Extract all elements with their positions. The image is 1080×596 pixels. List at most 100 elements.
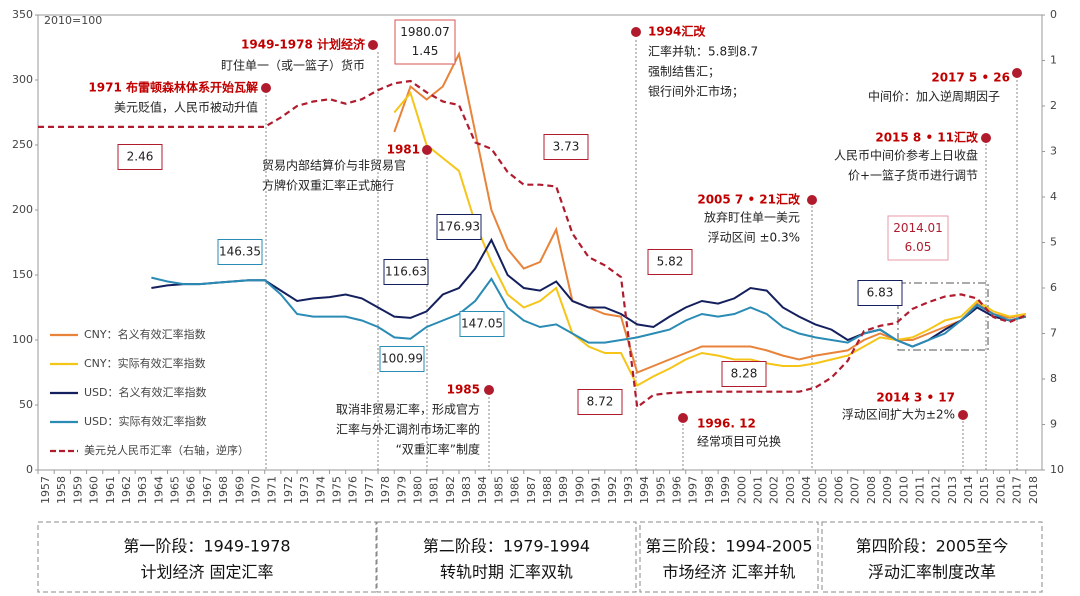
x-tick-label: 2011 (913, 476, 926, 504)
y-tick-label: 150 (12, 268, 33, 281)
event-dot (678, 413, 688, 423)
x-tick-label: 1969 (233, 476, 246, 504)
callout-label: 3.73 (553, 140, 580, 154)
event-dot (631, 27, 641, 37)
x-tick-label: 1993 (622, 476, 635, 504)
y-tick-label: 250 (12, 138, 33, 151)
series-line (38, 79, 1027, 410)
x-tick-label: 2018 (1027, 476, 1040, 504)
legend-label: CNY：实际有效汇率指数 (84, 356, 206, 370)
annotation-title: 1971 布雷顿森林体系开始瓦解 (88, 80, 258, 95)
annotation-text: 浮动区间 ±0.3% (708, 231, 800, 245)
callout-box (721, 361, 767, 387)
x-tick-label: 2013 (946, 476, 959, 504)
x-tick-label: 1971 (266, 476, 279, 504)
annotation-title: 2005 7 • 21汇改 (697, 192, 801, 207)
y2-tick-label: 1 (1050, 54, 1057, 67)
annotation-text: “双重汇率”制度 (396, 442, 480, 457)
x-tick-label: 1992 (606, 476, 619, 504)
x-tick-label: 1964 (152, 476, 165, 504)
y2-tick-label: 10 (1050, 463, 1064, 476)
annotation-text: 汇率并轨：5.8到8.7 (648, 44, 758, 59)
stage-subtitle: 市场经济 汇率并轨 (662, 563, 795, 582)
annotation-text: 美元贬值，人民币被动升值 (114, 100, 258, 115)
legend-label: USD：名义有效汇率指数 (84, 385, 207, 399)
annotation-title: 2014 3 • 17 (876, 391, 955, 405)
x-tick-label: 1994 (638, 476, 651, 504)
annotation-text: 盯住单一（或一篮子）货币 (221, 58, 365, 73)
x-tick-label: 1991 (590, 476, 603, 504)
x-tick-label: 2002 (768, 476, 781, 504)
x-tick-label: 1966 (185, 476, 198, 504)
callout-label: 176.93 (438, 220, 480, 234)
event-dot (981, 133, 991, 143)
annotation-title: 2015 8 • 11汇改 (875, 130, 979, 145)
annotation-text: 方牌价双重汇率正式施行 (262, 178, 394, 193)
x-tick-label: 2008 (865, 476, 878, 504)
y2-tick-label: 2 (1050, 99, 1057, 112)
y-tick-label: 0 (26, 463, 33, 476)
stage-box (821, 521, 1043, 593)
callout-label: 1980.07 (400, 25, 450, 39)
y2-tick-label: 0 (1050, 8, 1057, 21)
x-tick-label: 1958 (55, 476, 68, 504)
x-tick-label: 1982 (444, 476, 457, 504)
annotation-text: 强制结售汇； (648, 64, 720, 79)
event-dot (958, 410, 968, 420)
annotation-title: 1949-1978 计划经济 (241, 37, 366, 52)
callout-box (217, 239, 263, 265)
callout-box (394, 19, 456, 65)
callout-box (647, 249, 693, 275)
y2-tick-label: 3 (1050, 145, 1057, 158)
legend-label: 美元兑人民币汇率（右轴，逆序） (84, 443, 249, 457)
y2-tick-label: 7 (1050, 327, 1057, 340)
y-tick-label: 350 (12, 8, 33, 21)
annotation-title: 1985 (447, 383, 480, 397)
callout-label: 2014.01 (893, 221, 943, 235)
x-tick-label: 1963 (136, 476, 149, 504)
callout-label: 6.83 (867, 286, 894, 300)
x-tick-label: 2003 (784, 476, 797, 504)
y2-tick-label: 8 (1050, 372, 1057, 385)
x-tick-label: 2007 (849, 476, 862, 504)
callout-box (577, 389, 623, 415)
annotation-text: 价+一篮子货币进行调节 (848, 168, 978, 183)
x-tick-label: 1973 (298, 476, 311, 504)
series-line (393, 50, 1027, 374)
event-dot (368, 40, 378, 50)
x-tick-label: 1976 (347, 476, 360, 504)
callout-box (459, 311, 505, 337)
x-tick-label: 1998 (703, 476, 716, 504)
annotation-title: 2017 5 • 26 (931, 71, 1010, 85)
x-tick-label: 2014 (962, 476, 975, 504)
callout-box (543, 134, 589, 160)
callout-label: 2.46 (127, 150, 154, 164)
x-tick-label: 1996 (671, 476, 684, 504)
x-tick-label: 1997 (687, 476, 700, 504)
x-tick-label: 1970 (250, 476, 263, 504)
x-tick-label: 2000 (735, 476, 748, 504)
x-tick-label: 2012 (930, 476, 943, 504)
x-tick-label: 1983 (460, 476, 473, 504)
x-tick-label: 1988 (541, 476, 554, 504)
y-tick-label: 100 (12, 333, 33, 346)
callout-label: 8.28 (731, 367, 758, 381)
callout-label: 5.82 (657, 255, 684, 269)
x-tick-label: 1984 (476, 476, 489, 504)
callout-box (383, 259, 429, 285)
x-tick-label: 1957 (39, 476, 52, 504)
stage-subtitle: 计划经济 固定汇率 (140, 563, 273, 582)
x-tick-label: 2004 (800, 476, 813, 504)
annotation-text: 贸易内部结算价与非贸易官 (262, 158, 406, 173)
callout-box (379, 346, 425, 372)
callout-box (887, 215, 949, 261)
event-dot (807, 195, 817, 205)
callout-label: 6.05 (905, 240, 932, 254)
x-tick-label: 1986 (509, 476, 522, 504)
event-dot (261, 83, 271, 93)
x-tick-label: 1979 (395, 476, 408, 504)
annotation-title: 1981 (387, 143, 420, 157)
stage-title: 第二阶段：1979-1994 (423, 537, 590, 556)
x-tick-label: 2006 (832, 476, 845, 504)
